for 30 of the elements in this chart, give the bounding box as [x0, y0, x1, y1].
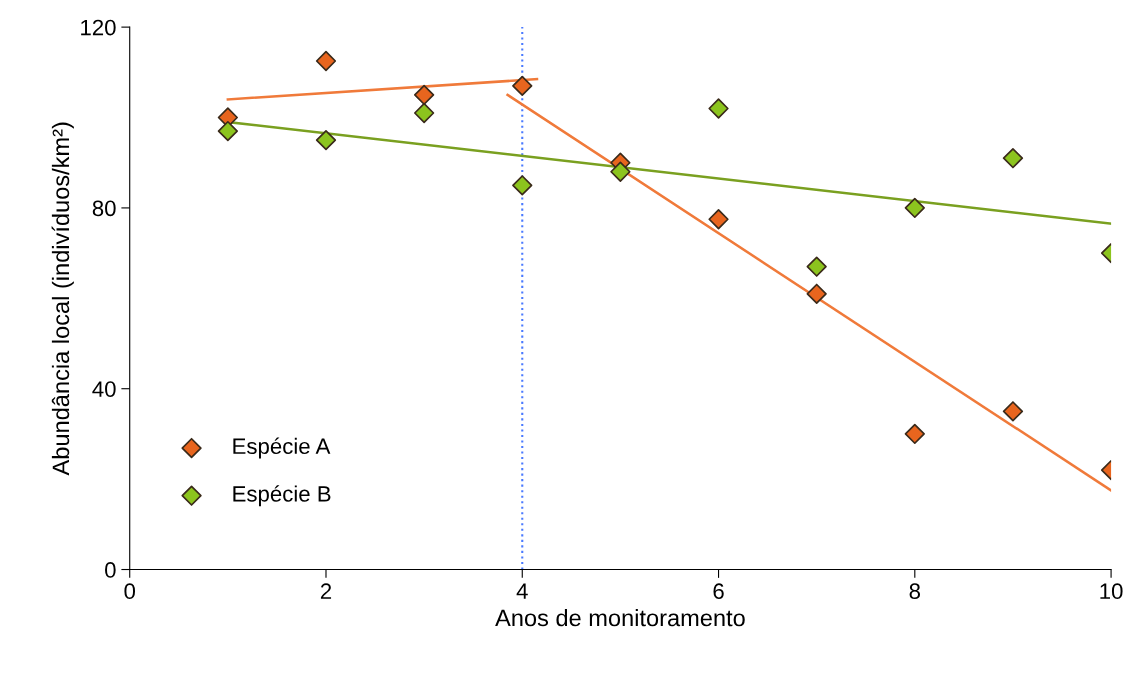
point: [413, 102, 435, 124]
point: [904, 423, 925, 445]
x-tick-label: 4: [516, 583, 528, 599]
point: [413, 84, 435, 106]
x-tick-label: 2: [320, 583, 332, 599]
point: [512, 175, 533, 196]
point: [315, 129, 337, 151]
point: [806, 256, 827, 277]
point: [610, 161, 631, 182]
point: [904, 197, 925, 219]
point: [1002, 401, 1024, 422]
point: [315, 50, 337, 72]
point: [708, 98, 729, 119]
y-tick-label: 0: [105, 562, 116, 578]
legend-label: Espécie A: [233, 437, 331, 459]
legend-label: Espécie B: [233, 485, 331, 507]
x-tick-label: 6: [713, 583, 724, 600]
y-axis-title: Abundância local (indivíduos/km²): [51, 122, 74, 476]
point: [217, 120, 239, 142]
y-tick-label: 80: [92, 200, 116, 217]
point: [1002, 148, 1024, 169]
y-tick-label: 40: [92, 381, 116, 397]
x-tick-label: 0: [124, 583, 136, 600]
y-tick-label: 120: [81, 19, 116, 36]
x-axis-title: Anos de monitoramento: [495, 608, 745, 627]
x-tick-label: 10: [1100, 583, 1123, 600]
x-tick-label: 8: [909, 583, 921, 600]
point: [708, 209, 729, 230]
point: [806, 283, 827, 304]
point: [512, 75, 533, 97]
